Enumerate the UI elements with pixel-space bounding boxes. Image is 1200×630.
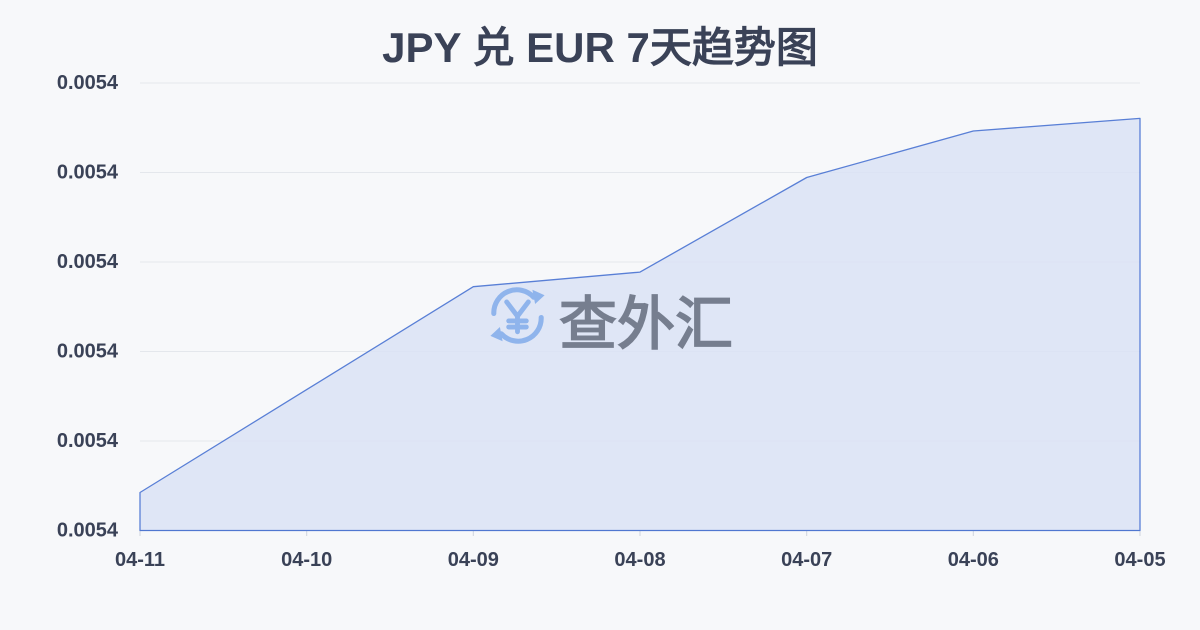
- svg-text:04-10: 04-10: [281, 549, 332, 571]
- svg-text:0.0054: 0.0054: [57, 341, 119, 363]
- svg-text:04-09: 04-09: [448, 549, 499, 571]
- svg-text:04-11: 04-11: [115, 549, 165, 571]
- svg-text:0.0054: 0.0054: [57, 520, 119, 542]
- svg-text:0.0054: 0.0054: [57, 72, 119, 94]
- svg-text:04-05: 04-05: [1114, 549, 1165, 571]
- svg-text:04-06: 04-06: [948, 549, 999, 571]
- svg-text:04-08: 04-08: [614, 549, 665, 571]
- svg-text:04-07: 04-07: [781, 549, 832, 571]
- svg-text:0.0054: 0.0054: [57, 162, 119, 184]
- svg-text:0.0054: 0.0054: [57, 251, 119, 273]
- svg-text:0.0054: 0.0054: [57, 430, 119, 452]
